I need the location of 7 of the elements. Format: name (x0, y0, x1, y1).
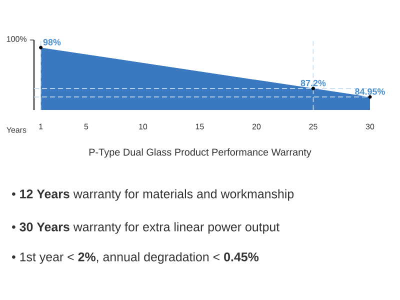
data-label: 84.95% (355, 88, 385, 95)
data-label: 87.2% (300, 80, 326, 86)
text: • 1st year < 2%, annual degradation < 0.45% (12, 252, 259, 264)
text: • 30 Years warranty for extra linear power output (12, 222, 280, 234)
data-label: 98% (43, 39, 61, 46)
text: P-Type Dual Glass Product Performance Warranty (89, 148, 312, 158)
text: • 12 Years warranty for materials and workmanship (12, 189, 294, 201)
